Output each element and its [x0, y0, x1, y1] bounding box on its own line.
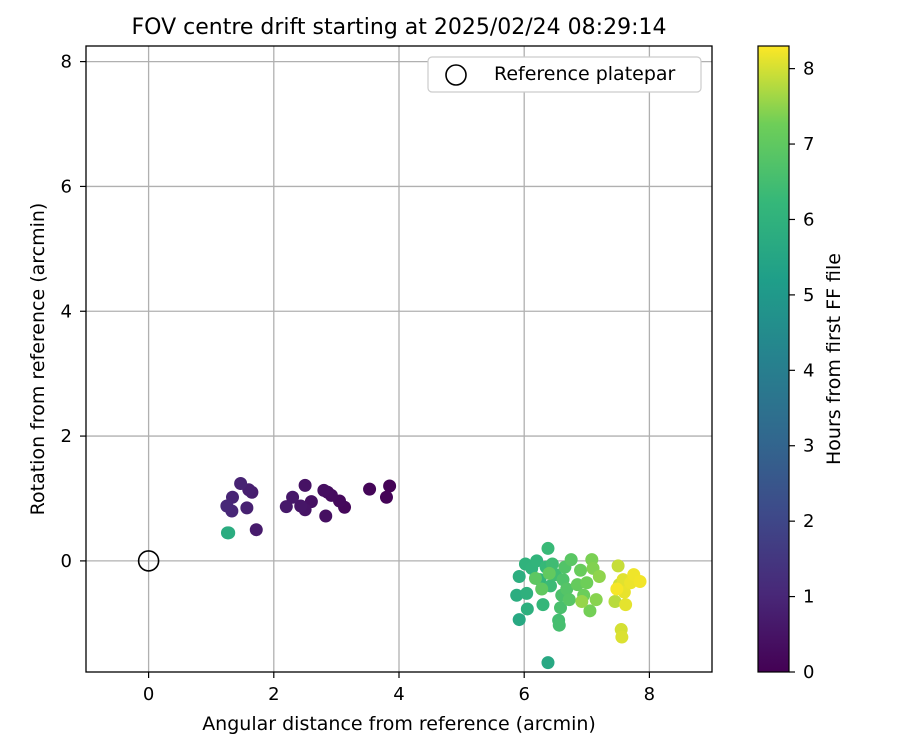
y-tick-label: 8	[61, 52, 72, 73]
colorbar-label: Hours from first FF file	[823, 253, 845, 465]
data-point	[536, 598, 550, 612]
data-point	[562, 593, 576, 607]
data-point	[633, 575, 647, 589]
data-point	[528, 571, 542, 585]
data-point	[583, 604, 597, 618]
colorbar-tick-label: 3	[803, 436, 814, 457]
y-tick-label: 2	[61, 426, 72, 447]
colorbar-tick-label: 8	[803, 59, 814, 80]
data-point	[294, 499, 308, 513]
colorbar-tick-label: 0	[803, 662, 814, 683]
colorbar-tick-label: 5	[803, 285, 814, 306]
colorbar: 0 1 2 3 4 5 6 7 8 Hours from first FF file	[757, 45, 845, 683]
data-point	[530, 554, 544, 568]
data-point	[520, 586, 534, 600]
reference-platepar-marker	[137, 550, 160, 572]
y-tick-label: 4	[61, 301, 72, 322]
data-point	[575, 594, 589, 608]
x-axis-ticks: 0 2 4 6 8	[143, 672, 655, 705]
x-tick-label: 6	[518, 684, 529, 705]
data-point	[512, 613, 526, 627]
colorbar-fill	[757, 45, 790, 673]
data-point	[542, 566, 556, 580]
data-point	[279, 500, 293, 514]
legend-marker-icon	[445, 64, 467, 86]
data-point	[552, 618, 566, 632]
colorbar-tick-label: 1	[803, 587, 814, 608]
data-point	[240, 501, 254, 515]
y-axis-ticks: 0 2 4 6 8	[61, 52, 86, 572]
data-point	[510, 588, 524, 602]
colorbar-tick-label: 6	[803, 209, 814, 230]
data-point	[592, 570, 606, 584]
data-point	[298, 478, 312, 492]
data-point	[379, 490, 393, 504]
scatter-points	[220, 477, 647, 670]
legend: Reference platepar	[427, 56, 702, 93]
data-point	[319, 509, 333, 523]
y-tick-label: 6	[61, 176, 72, 197]
chart-title: FOV centre drift starting at 2025/02/24 …	[132, 15, 667, 40]
data-point	[220, 499, 234, 513]
data-point	[512, 570, 526, 584]
x-tick-label: 4	[393, 684, 404, 705]
data-point	[520, 602, 534, 616]
x-tick-label: 8	[644, 684, 655, 705]
data-point	[222, 526, 236, 540]
data-point	[615, 630, 629, 644]
data-point	[619, 598, 633, 612]
x-tick-label: 0	[143, 684, 154, 705]
colorbar-ticks: 0 1 2 3 4 5 6 7 8	[789, 59, 814, 683]
data-point	[541, 541, 555, 555]
data-point	[610, 582, 624, 596]
data-point	[574, 563, 588, 577]
y-tick-label: 0	[61, 551, 72, 572]
data-point	[554, 601, 568, 615]
colorbar-tick-label: 4	[803, 360, 814, 381]
legend-label: Reference platepar	[494, 63, 676, 85]
colorbar-tick-label: 7	[803, 134, 814, 155]
data-point	[249, 523, 263, 537]
legend-box	[427, 56, 702, 93]
data-point	[234, 477, 248, 491]
x-axis-label: Angular distance from reference (arcmin)	[202, 713, 596, 735]
data-point	[383, 479, 397, 493]
data-point	[589, 593, 603, 607]
x-tick-label: 2	[268, 684, 279, 705]
colorbar-tick-label: 2	[803, 511, 814, 532]
data-point	[608, 594, 622, 608]
data-point	[535, 582, 549, 596]
data-point	[564, 553, 578, 567]
data-point	[363, 482, 377, 496]
data-point	[286, 490, 300, 504]
data-point	[560, 582, 574, 596]
data-point	[541, 656, 555, 670]
data-point	[611, 559, 625, 573]
data-point	[580, 576, 594, 590]
data-point	[317, 483, 331, 497]
y-axis-label: Rotation from reference (arcmin)	[27, 203, 49, 516]
